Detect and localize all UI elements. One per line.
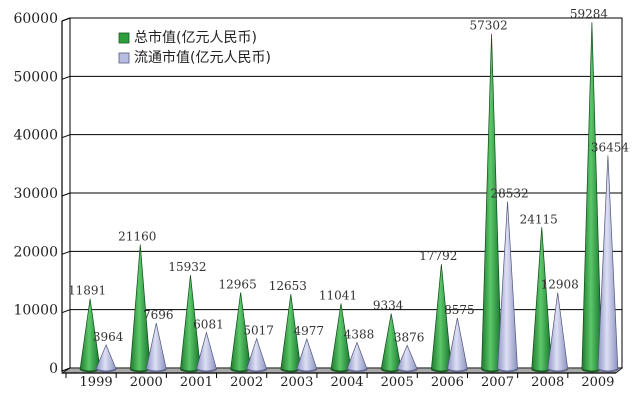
y-tick-label: 50000 <box>13 69 58 85</box>
cone-total <box>430 264 452 372</box>
y-axis-top <box>61 17 71 22</box>
x-tick-label: 1999 <box>80 375 113 388</box>
y-tick-mark <box>61 134 71 139</box>
cone-float <box>547 292 569 372</box>
data-label-total: 12965 <box>219 277 257 291</box>
cone-marks <box>79 22 619 373</box>
data-label-float: 4977 <box>294 324 325 338</box>
y-tick-mark <box>61 75 71 80</box>
data-label-total: 12653 <box>269 279 307 293</box>
legend-label-float: 流通市值(亿元人民币) <box>134 49 271 66</box>
cone-float <box>497 201 518 372</box>
cone-float <box>145 323 167 372</box>
data-label-float: 8575 <box>444 303 475 317</box>
cone-float <box>396 344 418 372</box>
legend-swatch-total <box>118 32 130 44</box>
data-label-float: 3876 <box>394 330 425 344</box>
data-label-total: 11041 <box>319 289 357 303</box>
cone-float <box>296 337 318 372</box>
data-label-float: 7696 <box>143 308 174 322</box>
data-label-float: 28532 <box>490 187 528 201</box>
data-label-total: 24115 <box>520 212 558 226</box>
x-tick-label: 2009 <box>581 375 614 388</box>
legend-swatch-float <box>118 52 130 64</box>
x-tick-label: 2008 <box>531 375 564 388</box>
x-tick-label: 2002 <box>230 375 263 388</box>
y-tick-label: 60000 <box>13 11 58 27</box>
y-tick-mark <box>61 250 71 255</box>
data-label-float: 6081 <box>193 318 224 332</box>
data-label-float: 12908 <box>541 278 579 292</box>
data-label-total: 21160 <box>118 230 156 244</box>
data-label-total: 59284 <box>570 7 609 21</box>
data-labels: 11891 3964 21160 7696 15932 6081 12965 5017 1265… <box>68 7 629 344</box>
y-tick-mark <box>61 367 71 372</box>
data-label-float: 3964 <box>93 330 124 344</box>
y-tick-label: 30000 <box>13 186 58 202</box>
x-tick-label: 2000 <box>130 375 163 388</box>
legend: 总市值(亿元人民币) 流通市值(亿元人民币) <box>118 29 271 66</box>
cone-float <box>246 337 268 372</box>
data-label-total: 15932 <box>168 260 206 274</box>
y-tick-label: 0 <box>49 361 58 377</box>
cone-float <box>196 331 217 372</box>
axes: 0 10000 20000 30000 40000 50000 60000 1999 2000 2… <box>13 11 616 390</box>
y-tick-label: 40000 <box>13 128 58 144</box>
data-label-total: 57302 <box>469 19 507 33</box>
y-tick-mark <box>61 192 71 197</box>
data-label-total: 11891 <box>68 284 106 298</box>
data-label-float: 4388 <box>344 327 375 341</box>
x-tick-label: 2006 <box>431 375 464 388</box>
x-tick-label: 2004 <box>330 375 363 388</box>
data-label-float: 5017 <box>243 324 274 338</box>
data-label-total: 17792 <box>419 249 457 263</box>
y-tick-label: 10000 <box>13 303 58 319</box>
data-label-float: 36454 <box>591 140 630 154</box>
x-tick-label: 2001 <box>180 375 213 388</box>
cone-total <box>481 33 502 372</box>
cone-float <box>346 341 368 372</box>
cone-float <box>597 155 619 372</box>
x-tick-label: 2005 <box>381 375 414 388</box>
cone-float <box>446 317 468 372</box>
x-tick-label: 2007 <box>481 375 514 388</box>
legend-label-total: 总市值(亿元人民币) <box>134 29 257 46</box>
cone-total <box>581 22 603 372</box>
y-tick-mark <box>61 309 71 314</box>
cone-float <box>95 343 117 372</box>
cone-total <box>531 227 553 372</box>
data-label-total: 9334 <box>373 299 404 313</box>
y-tick-label: 20000 <box>13 244 58 260</box>
x-tick-label: 2003 <box>280 375 313 388</box>
